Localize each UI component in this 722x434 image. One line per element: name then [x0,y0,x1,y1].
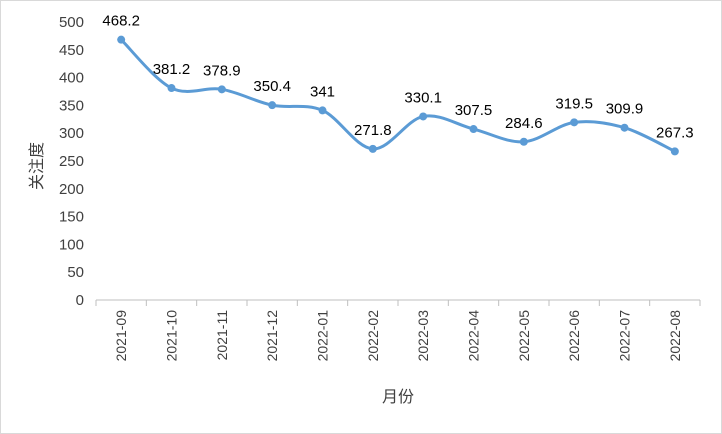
x-axis: 2021-09 2021-10 2021-11 2021-12 2022-01 2022-… [95,299,701,362]
x-tick-label: 2022-08 [667,310,683,362]
data-label: 267.3 [656,124,694,141]
y-tick-label: 200 [59,181,84,198]
data-label: 350.4 [253,78,291,95]
data-label: 284.6 [505,115,543,132]
x-tick-label: 2021-09 [113,310,129,362]
x-tick-label: 2021-11 [214,310,230,361]
y-tick-label: 100 [59,236,84,253]
data-label: 309.9 [606,101,644,118]
y-tick-label: 300 [59,125,84,142]
data-label: 319.5 [555,95,593,112]
y-axis: 0 50 100 150 200 250 300 350 400 450 500 [59,14,84,309]
x-tick-label: 2022-03 [415,310,431,362]
x-axis-title: 月份 [382,387,414,406]
data-point [268,101,277,110]
y-tick-label: 50 [67,264,84,281]
data-label: 381.2 [153,61,191,78]
data-label: 307.5 [455,102,493,119]
data-labels: 468.2 381.2 378.9 350.4 341 271.8 330.1 307.5 28… [102,13,693,142]
y-tick-label: 400 [59,70,84,87]
y-axis-title: 关注度 [27,142,46,190]
x-tick-label: 2022-06 [566,310,582,362]
y-tick-label: 350 [59,97,84,114]
y-tick-label: 500 [59,14,84,31]
data-point [570,118,579,127]
data-point [167,84,176,93]
data-point [217,85,226,94]
data-point [368,144,377,153]
data-point [318,106,327,115]
data-point [419,112,428,121]
data-point [117,35,126,44]
y-tick-label: 250 [59,153,84,170]
data-label: 271.8 [354,122,392,139]
y-tick-label: 450 [59,42,84,59]
data-label: 468.2 [102,13,140,30]
data-label: 341 [310,83,335,100]
data-point [670,147,679,156]
x-tick-label: 2022-01 [315,310,331,362]
x-tick-label: 2022-04 [466,310,482,362]
y-tick-label: 0 [76,292,84,309]
data-point [620,123,629,132]
data-label: 378.9 [203,62,241,79]
x-tick-label: 2022-05 [516,310,532,362]
x-tick-label: 2022-02 [365,310,381,362]
y-tick-label: 150 [59,209,84,226]
x-tick-label: 2022-07 [617,310,633,362]
data-label: 330.1 [404,89,442,106]
data-point [519,137,528,146]
x-tick-label: 2021-10 [164,310,180,362]
x-tick-label: 2021-12 [264,310,280,362]
data-points [117,35,679,156]
data-point [469,125,478,134]
